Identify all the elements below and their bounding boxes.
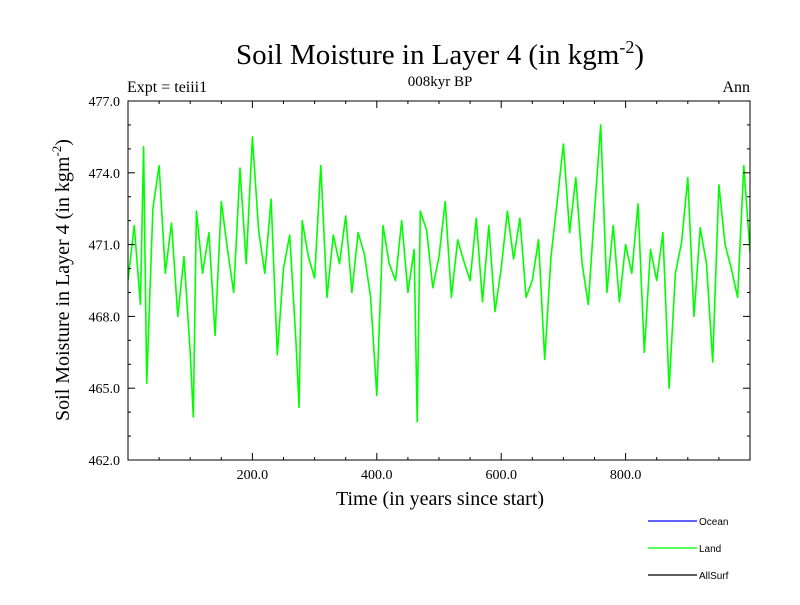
x-tick-label: 800.0 bbox=[610, 468, 642, 483]
subtitle-center: 008kyr BP bbox=[408, 74, 473, 90]
subtitle-left: Expt = teiii1 bbox=[127, 79, 207, 96]
chart-title-close: ) bbox=[634, 39, 644, 71]
y-tick-label: 477.0 bbox=[89, 95, 121, 110]
subtitle-right: Ann bbox=[722, 79, 750, 96]
legend-label-ocean: Ocean bbox=[699, 517, 728, 528]
chart-title: Soil Moisture in Layer 4 (in kgm-2) bbox=[236, 37, 644, 71]
legend-label-land: Land bbox=[699, 544, 721, 555]
y-axis-label-superscript: -2 bbox=[49, 146, 64, 157]
y-axis-label-close: ) bbox=[52, 139, 74, 146]
y-tick-label: 465.0 bbox=[89, 382, 121, 397]
y-axis-label-main: Soil Moisture in Layer 4 (in kgm bbox=[52, 156, 74, 421]
legend-label-allsurf: AllSurf bbox=[699, 571, 729, 582]
x-axis-label: Time (in years since start) bbox=[336, 488, 544, 510]
chart-title-superscript: -2 bbox=[619, 37, 634, 57]
x-axis: 200.0 400.0 600.0 800.0 bbox=[158, 101, 720, 483]
y-tick-label: 471.0 bbox=[89, 239, 121, 254]
y-tick-label: 474.0 bbox=[89, 167, 121, 182]
x-tick-label: 600.0 bbox=[485, 468, 517, 483]
x-tick-label: 200.0 bbox=[237, 468, 269, 483]
chart-title-main: Soil Moisture in Layer 4 (in kgm bbox=[236, 39, 620, 71]
series-line-land bbox=[128, 124, 750, 423]
y-axis: 462.0 465.0 468.0 471.0 474.0 477.0 bbox=[89, 95, 750, 469]
legend: Ocean Land AllSurf bbox=[648, 517, 729, 582]
y-tick-label: 468.0 bbox=[89, 310, 121, 325]
y-axis-label: Soil Moisture in Layer 4 (in kgm-2) bbox=[49, 139, 74, 421]
y-tick-label: 462.0 bbox=[89, 454, 121, 469]
x-tick-label: 400.0 bbox=[361, 468, 393, 483]
